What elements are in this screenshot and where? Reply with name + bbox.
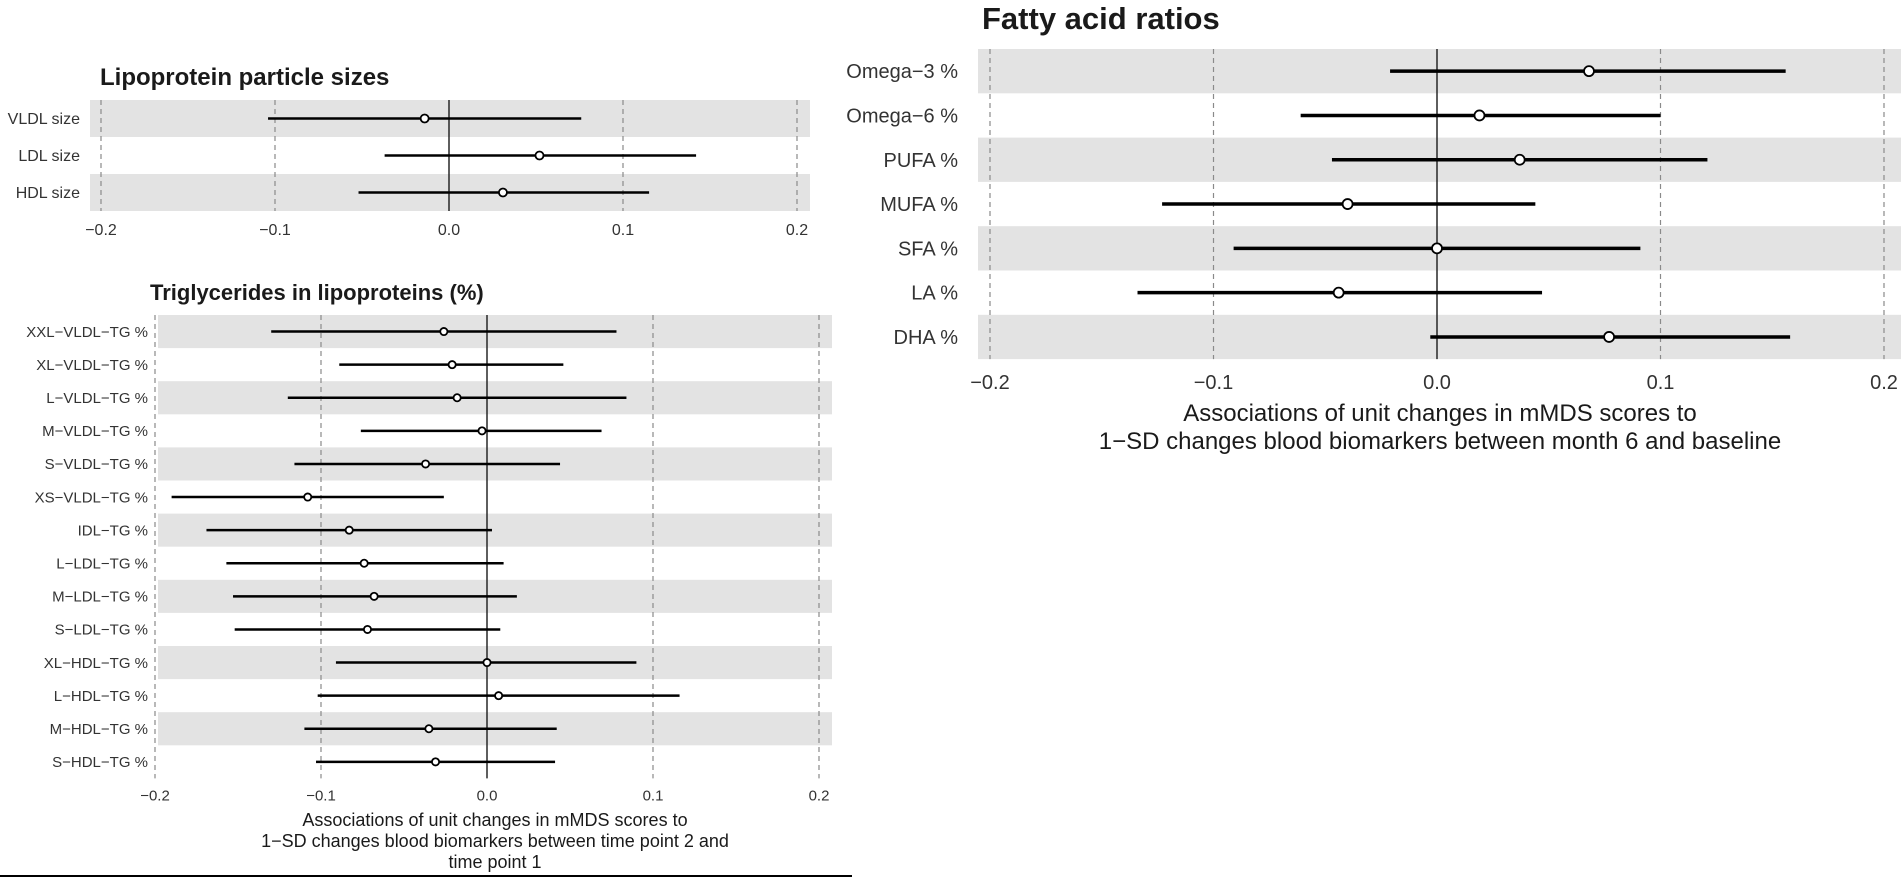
row-label: M−VLDL−TG %	[42, 423, 148, 440]
panel-title: Triglycerides in lipoproteins (%)	[150, 280, 484, 305]
x-tick-label: 0.1	[1647, 372, 1675, 394]
x-axis-title: 1−SD changes blood biomarkers between ti…	[261, 831, 729, 851]
point-estimate	[1513, 153, 1526, 166]
x-tick-label: −0.1	[306, 787, 336, 804]
point-estimate	[369, 591, 379, 601]
panel-lipoprotein-sizes: Lipoprotein particle sizes −0.2 −0.1 0.0 0.1…	[8, 64, 810, 239]
point-estimate	[1603, 331, 1615, 343]
x-axis-title: time point 1	[448, 852, 541, 872]
x-axis-title: Associations of unit changes in mMDS sco…	[1183, 400, 1697, 427]
x-tick-label: 0.0	[477, 787, 498, 804]
x-tick-label: −0.1	[259, 222, 291, 239]
row-label: SFA %	[898, 238, 958, 260]
x-tick-label: 0.1	[643, 787, 664, 804]
point-estimate	[421, 459, 431, 469]
point-estimate	[439, 327, 449, 337]
row-label: LA %	[911, 283, 958, 305]
x-tick-label: −0.2	[140, 787, 170, 804]
point-estimate	[359, 558, 369, 568]
panel-title: Lipoprotein particle sizes	[100, 64, 389, 91]
row-label: HDL size	[16, 185, 80, 202]
point-estimate	[1341, 198, 1354, 210]
row-label: Omega−6 %	[846, 105, 958, 127]
row-label: DHA %	[894, 327, 959, 349]
row-label: XS−VLDL−TG %	[35, 489, 148, 506]
row-label: VLDL size	[8, 111, 80, 128]
point-estimate	[424, 724, 434, 734]
row-label: LDL size	[18, 148, 80, 165]
x-tick-label: 0.0	[438, 222, 460, 239]
row-label: S−LDL−TG %	[55, 622, 148, 639]
point-estimate	[477, 426, 487, 436]
row-label: PUFA %	[884, 150, 959, 172]
row-label: L−LDL−TG %	[56, 556, 148, 573]
x-tick-label: 0.2	[1870, 372, 1898, 394]
point-estimate	[1473, 109, 1486, 122]
point-estimate	[362, 624, 372, 634]
row-label: MUFA %	[880, 194, 958, 216]
point-estimate	[452, 393, 462, 403]
point-estimate	[1583, 65, 1595, 78]
row-label: S−VLDL−TG %	[45, 456, 148, 473]
row-label: IDL−TG %	[78, 522, 148, 539]
x-tick-label: −0.2	[85, 222, 117, 239]
row-label: M−HDL−TG %	[50, 721, 148, 738]
x-tick-label: 0.2	[809, 787, 830, 804]
x-tick-label: 0.0	[1423, 372, 1451, 394]
point-estimate	[1332, 286, 1345, 299]
point-estimate	[447, 360, 457, 370]
point-estimate	[482, 658, 492, 668]
row-label: M−LDL−TG %	[52, 589, 148, 606]
x-tick-label: 0.1	[612, 222, 634, 239]
point-estimate	[498, 187, 508, 198]
row-label: L−VLDL−TG %	[46, 390, 148, 407]
x-tick-label: 0.2	[786, 222, 808, 239]
row-label: S−HDL−TG %	[52, 754, 148, 771]
panel-fatty-acid-ratios: Fatty acid ratios −0.2 −0.1 0.0 0.1 0.2 Omega−…	[846, 1, 1901, 455]
row-label: XXL−VLDL−TG %	[26, 324, 148, 341]
row-label: Omega−3 %	[846, 61, 958, 83]
panel-title: Fatty acid ratios	[982, 1, 1220, 36]
row-label: XL−HDL−TG %	[44, 655, 148, 672]
point-estimate	[431, 757, 441, 767]
point-estimate	[303, 492, 313, 502]
x-axis-title: Associations of unit changes in mMDS sco…	[302, 810, 687, 830]
x-tick-label: −0.2	[970, 372, 1009, 394]
row-label: L−HDL−TG %	[54, 688, 148, 705]
x-tick-label: −0.1	[1194, 372, 1233, 394]
point-estimate	[419, 113, 430, 124]
panel-tg-in-lipoproteins: Triglycerides in lipoproteins (%) −0.2 −0.…	[26, 280, 832, 872]
x-axis-title: 1−SD changes blood biomarkers between mo…	[1099, 428, 1781, 455]
point-estimate	[494, 691, 504, 701]
row-label: XL−VLDL−TG %	[36, 357, 148, 374]
point-estimate	[1431, 242, 1443, 255]
point-estimate	[534, 150, 545, 161]
point-estimate	[344, 525, 354, 535]
